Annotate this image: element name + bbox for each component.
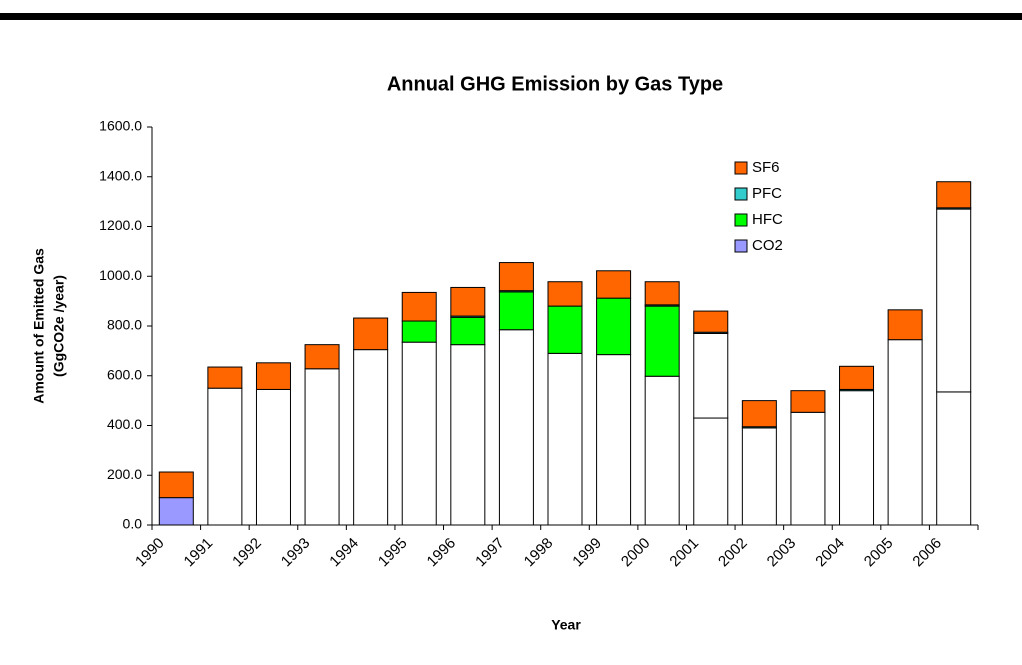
bar-segment xyxy=(936,181,972,209)
bar-segment xyxy=(839,390,875,526)
y-tick-label: 1200.0 xyxy=(99,217,142,233)
legend-swatch xyxy=(734,239,748,253)
x-tick-label: 2002 xyxy=(715,535,751,571)
x-tick-label: 2000 xyxy=(618,535,654,571)
y-tick-label: 400.0 xyxy=(107,416,142,432)
x-axis-label: Year xyxy=(551,617,581,633)
header-rule xyxy=(0,13,1022,20)
x-tick-label: 2006 xyxy=(909,535,945,571)
legend-swatch xyxy=(734,213,748,227)
bar-segment xyxy=(547,352,583,526)
bar-segment xyxy=(304,368,340,526)
x-tick-label: 1990 xyxy=(132,535,168,571)
bar-segment xyxy=(887,339,923,526)
x-tick-label: 1999 xyxy=(569,535,605,571)
x-tick-label: 1998 xyxy=(521,535,557,571)
bar-segment xyxy=(498,291,534,331)
bar-segment xyxy=(353,349,389,526)
bar-segment xyxy=(790,390,826,413)
bar-segment xyxy=(644,281,680,306)
bar-segment xyxy=(596,297,632,356)
bar-segment xyxy=(450,286,486,317)
y-tick-label: 200.0 xyxy=(107,466,142,482)
x-tick-label: 1994 xyxy=(326,535,362,571)
chart-title: Annual GHG Emission by Gas Type xyxy=(387,73,723,95)
bar-segment xyxy=(401,341,437,526)
y-axis-label: (GgCO2e /year) xyxy=(51,275,67,377)
bar-segment xyxy=(693,310,729,333)
bar-segment xyxy=(741,427,777,526)
bar-segment xyxy=(936,208,972,393)
x-tick-label: 2001 xyxy=(666,535,702,571)
bar-segment xyxy=(353,317,389,351)
legend-label: CO2 xyxy=(752,237,783,254)
bar-segment xyxy=(887,309,923,341)
bar-segment xyxy=(304,344,340,370)
bar-segment xyxy=(450,316,486,346)
legend-label: PFC xyxy=(752,185,782,202)
bar-segment xyxy=(207,366,243,389)
bar-segment xyxy=(790,411,826,526)
bar-segment xyxy=(644,305,680,377)
x-tick-label: 1992 xyxy=(229,535,265,571)
bar-segment xyxy=(207,387,243,526)
x-tick-label: 1996 xyxy=(424,535,460,571)
bar-segment xyxy=(741,400,777,428)
bar-segment xyxy=(547,305,583,354)
legend-label: HFC xyxy=(752,211,783,228)
x-tick-label: 1993 xyxy=(278,535,314,571)
bar-segment xyxy=(596,354,632,526)
bar-segment xyxy=(255,362,291,390)
x-tick-label: 2003 xyxy=(764,535,800,571)
bar-segment xyxy=(158,471,194,499)
bar-segment xyxy=(255,388,291,526)
y-tick-label: 600.0 xyxy=(107,366,142,382)
y-tick-label: 1000.0 xyxy=(99,267,142,283)
bar-segment xyxy=(693,332,729,419)
legend-swatch xyxy=(734,187,748,201)
bar-segment xyxy=(693,417,729,526)
bar-segment xyxy=(401,291,437,322)
x-tick-label: 1995 xyxy=(375,535,411,571)
y-tick-label: 1600.0 xyxy=(99,118,142,134)
x-tick-label: 2004 xyxy=(812,535,848,571)
y-tick-label: 800.0 xyxy=(107,317,142,333)
bar-segment xyxy=(547,281,583,307)
bar-segment xyxy=(596,270,632,299)
legend-label: SF6 xyxy=(752,159,780,176)
y-axis-label: Amount of Emitted Gas xyxy=(31,248,47,404)
y-tick-label: 0.0 xyxy=(123,516,143,532)
bar-segment xyxy=(936,391,972,526)
legend-swatch xyxy=(734,161,748,175)
x-tick-label: 1991 xyxy=(181,535,217,571)
bar-segment xyxy=(498,329,534,526)
bar-segment xyxy=(450,344,486,526)
bar-segment xyxy=(498,262,534,292)
bar-segment xyxy=(158,497,194,526)
x-tick-label: 2005 xyxy=(861,535,897,571)
bar-segment xyxy=(401,320,437,343)
x-tick-label: 1997 xyxy=(472,535,508,571)
bar-segment xyxy=(839,365,875,390)
y-tick-label: 1400.0 xyxy=(99,167,142,183)
bar-segment xyxy=(644,375,680,526)
